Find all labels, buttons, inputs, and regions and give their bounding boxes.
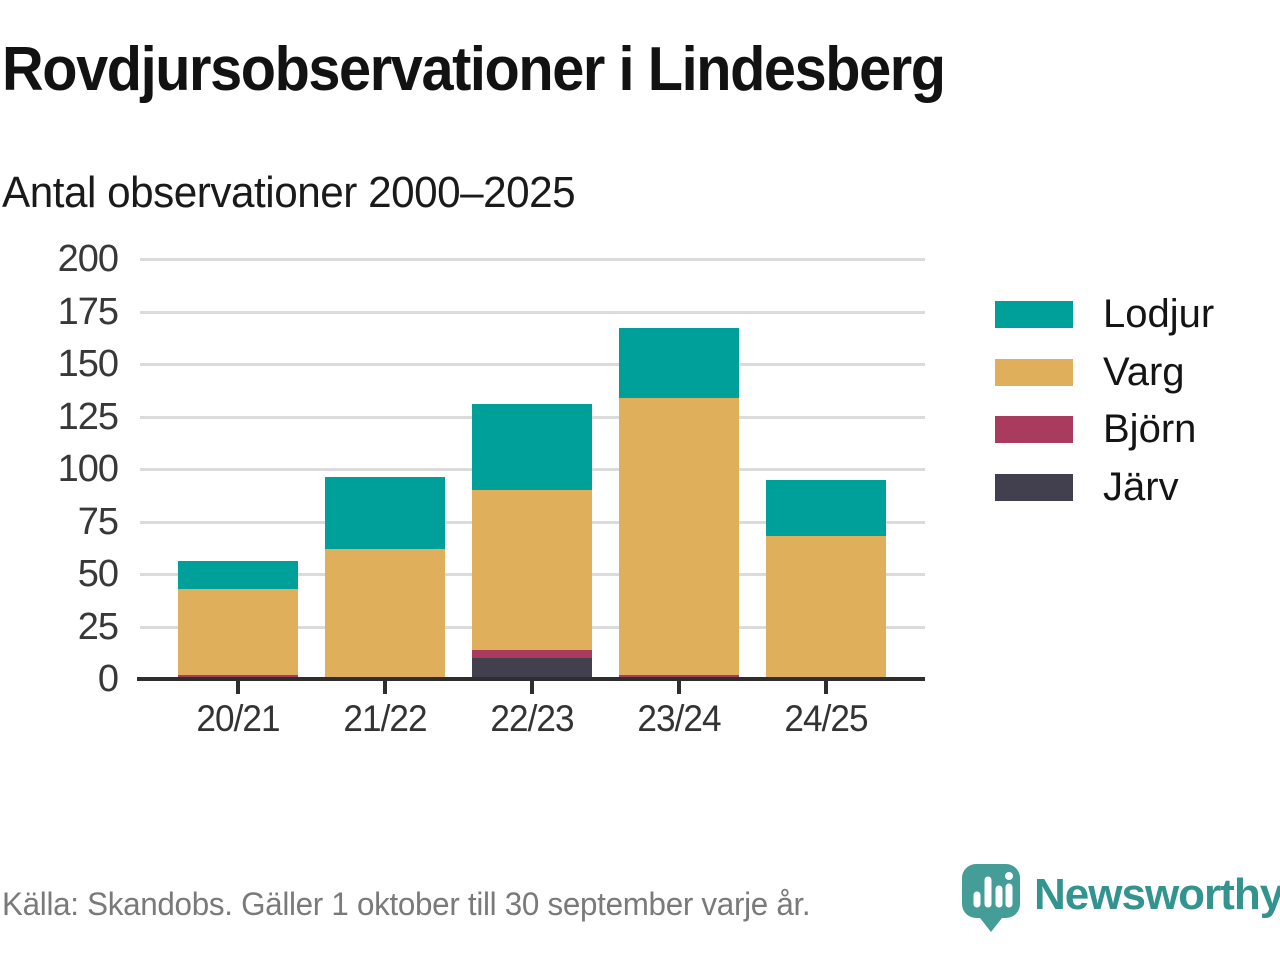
x-tick-label-24-25: 24/25 — [784, 698, 868, 739]
bar-22-23 — [472, 403, 592, 679]
x-tick-22-23 — [530, 681, 534, 694]
bar-24-25 — [766, 479, 886, 679]
legend-label-varg: Varg — [1103, 349, 1185, 394]
newsworthy-wordmark: Newsworthy — [1034, 870, 1280, 919]
bar-20-21 — [178, 561, 298, 679]
y-tick-label-25: 25 — [77, 605, 119, 648]
y-tick-label-175: 175 — [57, 290, 119, 333]
bar-segment-bjorn — [472, 649, 592, 658]
bar-segment-varg — [178, 588, 298, 675]
legend-item-bjorn: Björn — [995, 407, 1214, 451]
legend-swatch-jarv — [995, 473, 1073, 501]
x-tick-label-20-21: 20/21 — [196, 698, 280, 739]
bar-segment-lodjur — [178, 561, 298, 589]
bar-segment-lodjur — [325, 477, 445, 549]
legend-item-jarv: Järv — [995, 465, 1214, 509]
plot-area — [137, 258, 925, 681]
x-tick-23-24 — [677, 681, 681, 694]
x-axis-line — [137, 677, 925, 681]
bar-segment-varg — [619, 397, 739, 675]
legend-label-jarv: Järv — [1103, 464, 1179, 509]
chart-subtitle: Antal observationer 2000–2025 — [2, 168, 576, 217]
legend-label-bjorn: Björn — [1103, 407, 1197, 451]
x-tick-21-22 — [383, 681, 387, 694]
legend-item-lodjur: Lodjur — [995, 292, 1214, 336]
y-tick-label-150: 150 — [57, 343, 119, 385]
newsworthy-logo: Newsworthy — [962, 864, 1280, 932]
bar-segment-lodjur — [619, 328, 739, 398]
legend-swatch-lodjur — [995, 301, 1073, 328]
bar-segment-lodjur — [766, 479, 886, 537]
y-tick-label-50: 50 — [77, 553, 119, 595]
x-tick-label-21-22: 21/22 — [343, 698, 427, 739]
legend-swatch-bjorn — [995, 416, 1073, 443]
bar-segment-bjorn — [178, 674, 298, 679]
legend-item-varg: Varg — [995, 350, 1214, 394]
legend-swatch-varg — [995, 358, 1073, 386]
bar-segment-bjorn — [619, 674, 739, 679]
x-tick-24-25 — [824, 681, 828, 694]
bar-segment-varg — [766, 536, 886, 679]
legend-label-lodjur: Lodjur — [1103, 292, 1215, 336]
y-tick-label-100: 100 — [57, 448, 119, 490]
bar-23-24 — [619, 328, 739, 679]
y-tick-label-75: 75 — [77, 500, 119, 543]
bar-segment-varg — [325, 548, 445, 679]
logo-dot-glyph — [1005, 872, 1013, 880]
gridline-175 — [140, 310, 925, 314]
x-tick-label-23-24: 23/24 — [637, 698, 721, 739]
legend: Lodjur Varg Björn Järv — [995, 292, 1214, 531]
x-tick-20-21 — [236, 681, 240, 694]
chart-title: Rovdjursobservationer i Lindesberg — [2, 35, 946, 104]
bar-21-22 — [325, 477, 445, 679]
y-tick-label-200: 200 — [57, 238, 119, 280]
bar-segment-varg — [472, 490, 592, 650]
newsworthy-bubble-chart-icon — [962, 864, 1020, 932]
gridline-200 — [140, 258, 925, 261]
bar-segment-lodjur — [472, 403, 592, 491]
y-tick-label-0: 0 — [97, 658, 119, 700]
y-tick-label-125: 125 — [57, 395, 119, 438]
gridline-150 — [140, 363, 925, 366]
x-tick-label-22-23: 22/23 — [490, 698, 574, 739]
logo-bars-glyph — [973, 876, 1013, 908]
bar-segment-jarv — [472, 658, 592, 679]
source-note: Källa: Skandobs. Gäller 1 oktober till 3… — [2, 886, 811, 922]
